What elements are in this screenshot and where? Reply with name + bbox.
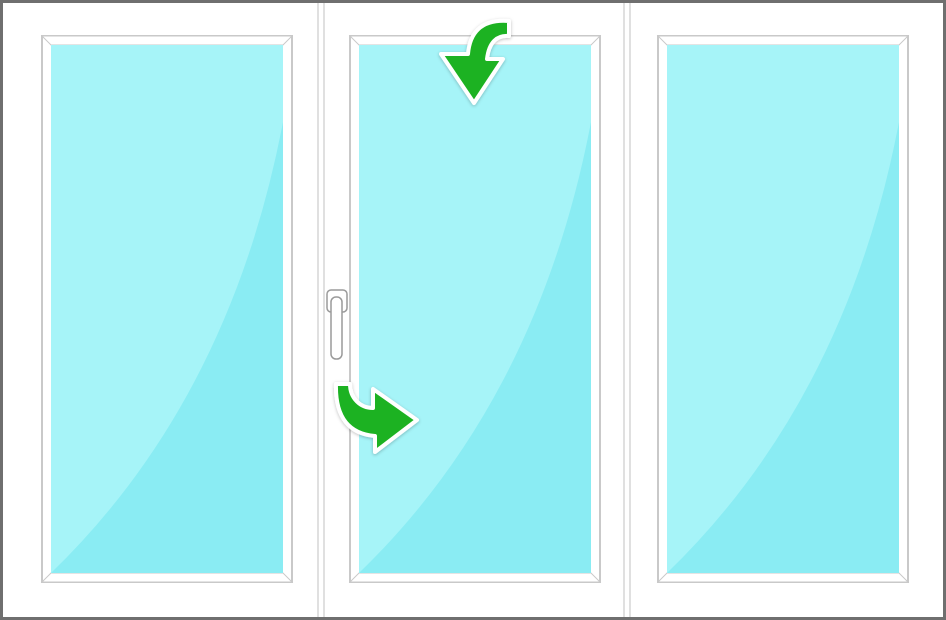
turn-arrow-icon [333,382,419,454]
panel-right [656,35,910,583]
bevel-bottom [656,572,910,583]
bevel-top [656,35,910,46]
bevel-bottom [348,572,602,583]
mullion-left [317,3,325,617]
mullion-right [623,3,631,617]
glass-reflection [51,122,283,573]
panel-left [40,35,294,583]
bevel-top [40,35,294,46]
panel-center [348,35,602,583]
handle-icon [326,289,348,360]
bevel-bottom [40,572,294,583]
glass-reflection [359,122,591,573]
glass-reflection [667,122,899,573]
tilt-arrow-icon [439,18,511,105]
